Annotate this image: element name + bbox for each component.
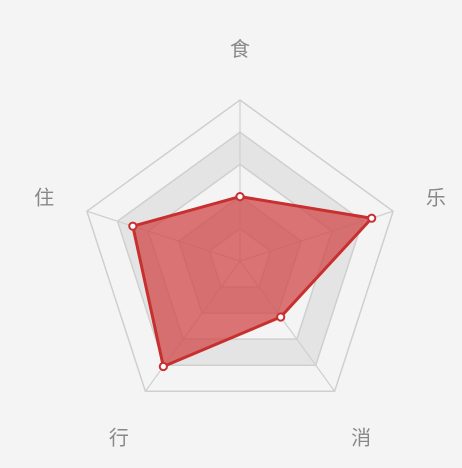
axis-label-5: 住 xyxy=(34,185,54,209)
radar-point-4[interactable] xyxy=(158,361,168,372)
radar-series-area xyxy=(131,195,374,368)
radar-point-5[interactable] xyxy=(128,221,138,231)
radar-point-2[interactable] xyxy=(367,213,377,223)
radar-point-3[interactable] xyxy=(276,312,286,322)
axis-label-3: 消 xyxy=(351,426,371,450)
radar-axis-labels: 食乐消 行 住 xyxy=(34,37,446,450)
axis-label-1: 食 xyxy=(230,37,250,61)
radar-point-1[interactable] xyxy=(235,192,245,202)
radar-series xyxy=(128,192,377,372)
axis-label-2: 乐 xyxy=(426,185,446,209)
axis-label-4: 行 xyxy=(109,426,129,450)
